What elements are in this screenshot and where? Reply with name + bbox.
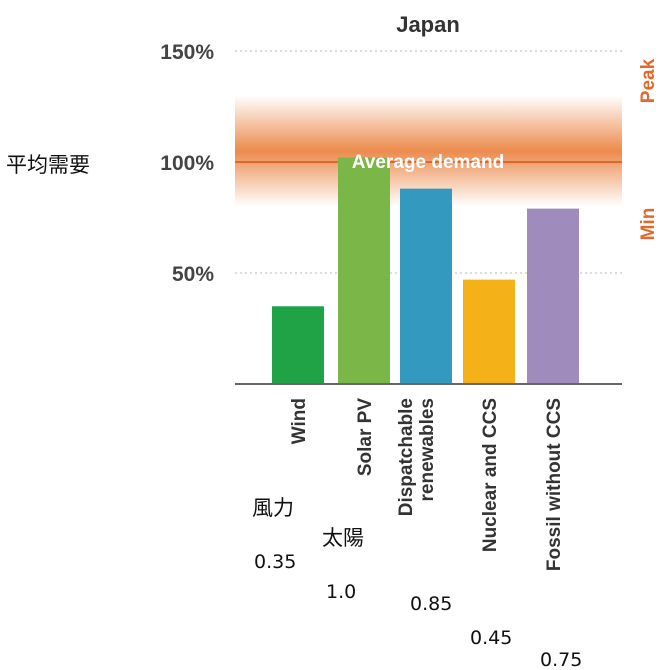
x-tick-label: Wind bbox=[289, 398, 310, 444]
value-annotations: 0.35 1.0 0.85 0.45 0.75 bbox=[254, 551, 582, 670]
chart-title: Japan bbox=[396, 12, 460, 37]
average-demand-jp-label: 平均需要 bbox=[6, 153, 90, 177]
japanese-name: 太陽 bbox=[322, 526, 364, 550]
bars bbox=[272, 157, 579, 384]
japanese-name: 風力 bbox=[252, 496, 294, 520]
y-tick-label: 150% bbox=[160, 41, 214, 64]
bar bbox=[400, 188, 452, 384]
x-tick-label: renewables bbox=[417, 398, 438, 502]
bar bbox=[463, 279, 515, 384]
value-annotation: 0.35 bbox=[254, 551, 296, 573]
bar bbox=[527, 208, 579, 384]
x-tick-label: Dispatchable bbox=[396, 398, 417, 516]
bar bbox=[338, 157, 390, 384]
x-tick-label: Fossil without CCS bbox=[544, 398, 565, 571]
value-annotation: 1.0 bbox=[326, 581, 356, 603]
x-tick-label: Solar PV bbox=[355, 398, 376, 476]
band-peak-label: Peak bbox=[638, 58, 659, 103]
value-annotation: 0.85 bbox=[410, 593, 452, 615]
x-tick-label: Nuclear and CCS bbox=[480, 398, 501, 552]
y-tick-label: 50% bbox=[172, 263, 214, 286]
demand-range-band bbox=[235, 95, 622, 207]
bar bbox=[272, 306, 324, 384]
y-tick-label: 100% bbox=[160, 152, 214, 175]
band-min-label: Min bbox=[638, 208, 659, 241]
value-annotation: 0.45 bbox=[470, 627, 512, 649]
value-annotation: 0.75 bbox=[540, 649, 582, 670]
y-tick-labels: 50% 100% 150% bbox=[160, 41, 214, 286]
category-labels: Wind Solar PV Dispatchable renewables Nuclea… bbox=[289, 398, 565, 571]
average-demand-label: Average demand bbox=[352, 152, 504, 173]
